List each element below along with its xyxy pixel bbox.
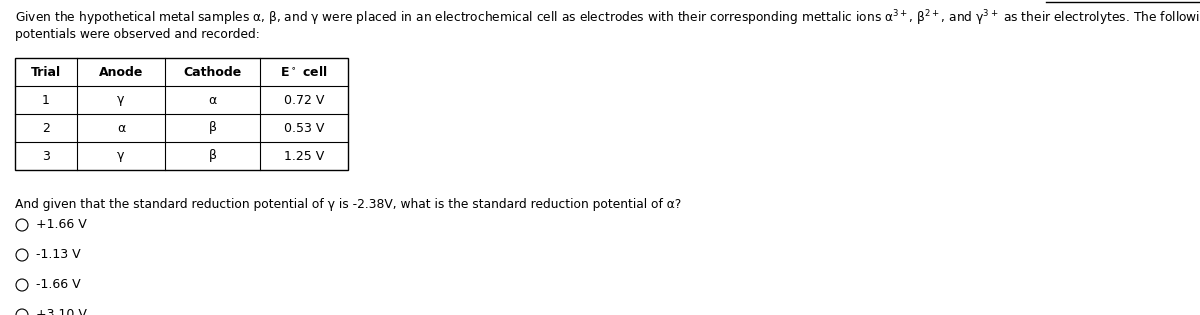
Ellipse shape [16,309,28,315]
Text: β: β [209,122,216,135]
Ellipse shape [16,249,28,261]
Text: Trial: Trial [31,66,61,78]
Text: 1.25 V: 1.25 V [284,150,324,163]
Text: E$^\circ$ cell: E$^\circ$ cell [281,65,328,79]
Text: And given that the standard reduction potential of γ is -2.38V, what is the stan: And given that the standard reduction po… [14,198,682,211]
Bar [14,58,348,170]
Text: -1.13 V: -1.13 V [36,249,80,261]
Text: Anode: Anode [98,66,143,78]
Text: 0.72 V: 0.72 V [284,94,324,106]
Text: β: β [209,150,216,163]
Text: -1.66 V: -1.66 V [36,278,80,291]
Text: α: α [209,94,217,106]
Text: Cathode: Cathode [184,66,241,78]
Text: 0.53 V: 0.53 V [284,122,324,135]
Text: 1: 1 [42,94,50,106]
Ellipse shape [16,219,28,231]
Ellipse shape [16,279,28,291]
Text: α: α [116,122,125,135]
Text: Given the hypothetical metal samples α, β, and γ were placed in an electrochemic: Given the hypothetical metal samples α, … [14,8,1200,28]
Text: γ: γ [118,150,125,163]
Text: potentials were observed and recorded:: potentials were observed and recorded: [14,28,259,41]
Text: 2: 2 [42,122,50,135]
Text: +1.66 V: +1.66 V [36,219,86,232]
Text: +3.10 V: +3.10 V [36,308,86,315]
Text: γ: γ [118,94,125,106]
Text: 3: 3 [42,150,50,163]
